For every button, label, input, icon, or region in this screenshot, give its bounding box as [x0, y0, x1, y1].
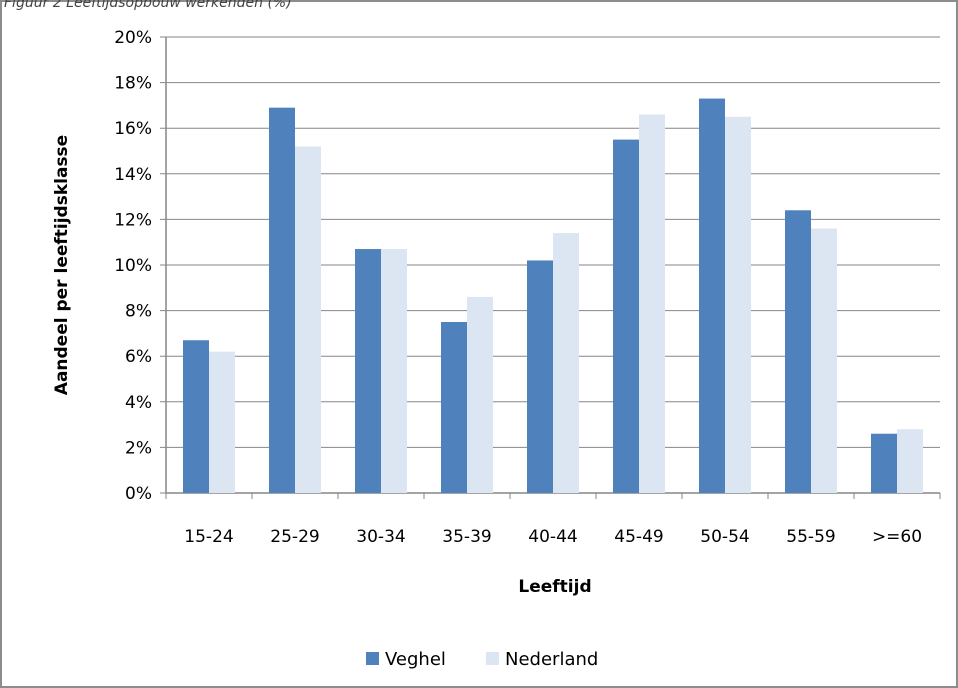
x-tick-label: 15-24	[184, 527, 233, 547]
y-tick-label: 12%	[114, 210, 152, 230]
y-tick-label: 16%	[114, 119, 152, 139]
bar-nederland-35-39	[467, 296, 493, 493]
y-tick-label: 6%	[125, 347, 152, 367]
legend-swatch-veghel	[366, 652, 379, 665]
bar-veghel-50-54	[699, 98, 725, 493]
bar-veghel-25-29	[269, 107, 295, 494]
x-tick-labels: 15-24 25-29 30-34 35-39 40-44 45-49 50-54 55-59…	[184, 527, 922, 547]
bar-nederland-50-54	[725, 116, 751, 494]
y-tick-label: 18%	[114, 74, 152, 94]
legend-label-veghel: Veghel	[385, 649, 446, 670]
bar-veghel-35-39	[441, 322, 467, 493]
bar-nederland-40-44	[553, 233, 579, 493]
y-tick-label: 20%	[114, 28, 152, 48]
bars	[183, 98, 923, 494]
y-tick-label: 2%	[125, 438, 152, 458]
legend-label-nederland: Nederland	[505, 649, 598, 670]
x-tick-label: 50-54	[700, 527, 749, 547]
x-tick-label: 25-29	[270, 527, 319, 547]
bar-veghel-15-24	[183, 340, 209, 493]
x-tick-label: >=60	[872, 527, 922, 547]
bar-veghel-30-34	[355, 249, 381, 493]
bar-nederland-45-49	[639, 114, 665, 494]
x-tick-label: 35-39	[442, 527, 491, 547]
x-tick-label: 40-44	[528, 527, 577, 547]
chart-caption: Figuur 2 Leeftijdsopbouw werkenden (%)	[4, 0, 292, 11]
y-tick-labels: 0% 2% 4% 6% 8% 10% 12% 14% 16% 18% 20%	[114, 28, 152, 504]
legend: Veghel Nederland	[366, 649, 598, 670]
legend-swatch-nederland	[486, 652, 499, 665]
y-tick-label: 10%	[114, 256, 152, 276]
y-tick-label: 0%	[125, 484, 152, 504]
bar-veghel-40-44	[527, 260, 553, 493]
bar-veghel->=60	[871, 433, 897, 493]
y-tick-label: 14%	[114, 165, 152, 185]
y-axis-label: Aandeel per leeftijdsklasse	[52, 135, 72, 395]
x-axis-label: Leeftijd	[518, 577, 591, 597]
bar-veghel-55-59	[785, 210, 811, 493]
bar-nederland-25-29	[295, 146, 321, 493]
bar-nederland-30-34	[381, 249, 407, 493]
y-tick-label: 8%	[125, 302, 152, 322]
y-tick-label: 4%	[125, 393, 152, 413]
bar-veghel-45-49	[613, 139, 639, 493]
bar-nederland->=60	[897, 429, 923, 493]
bar-nederland-15-24	[209, 351, 235, 493]
x-tick-label: 45-49	[614, 527, 663, 547]
x-tick-label: 30-34	[356, 527, 405, 547]
bar-nederland-55-59	[811, 228, 837, 493]
x-tick-label: 55-59	[786, 527, 835, 547]
